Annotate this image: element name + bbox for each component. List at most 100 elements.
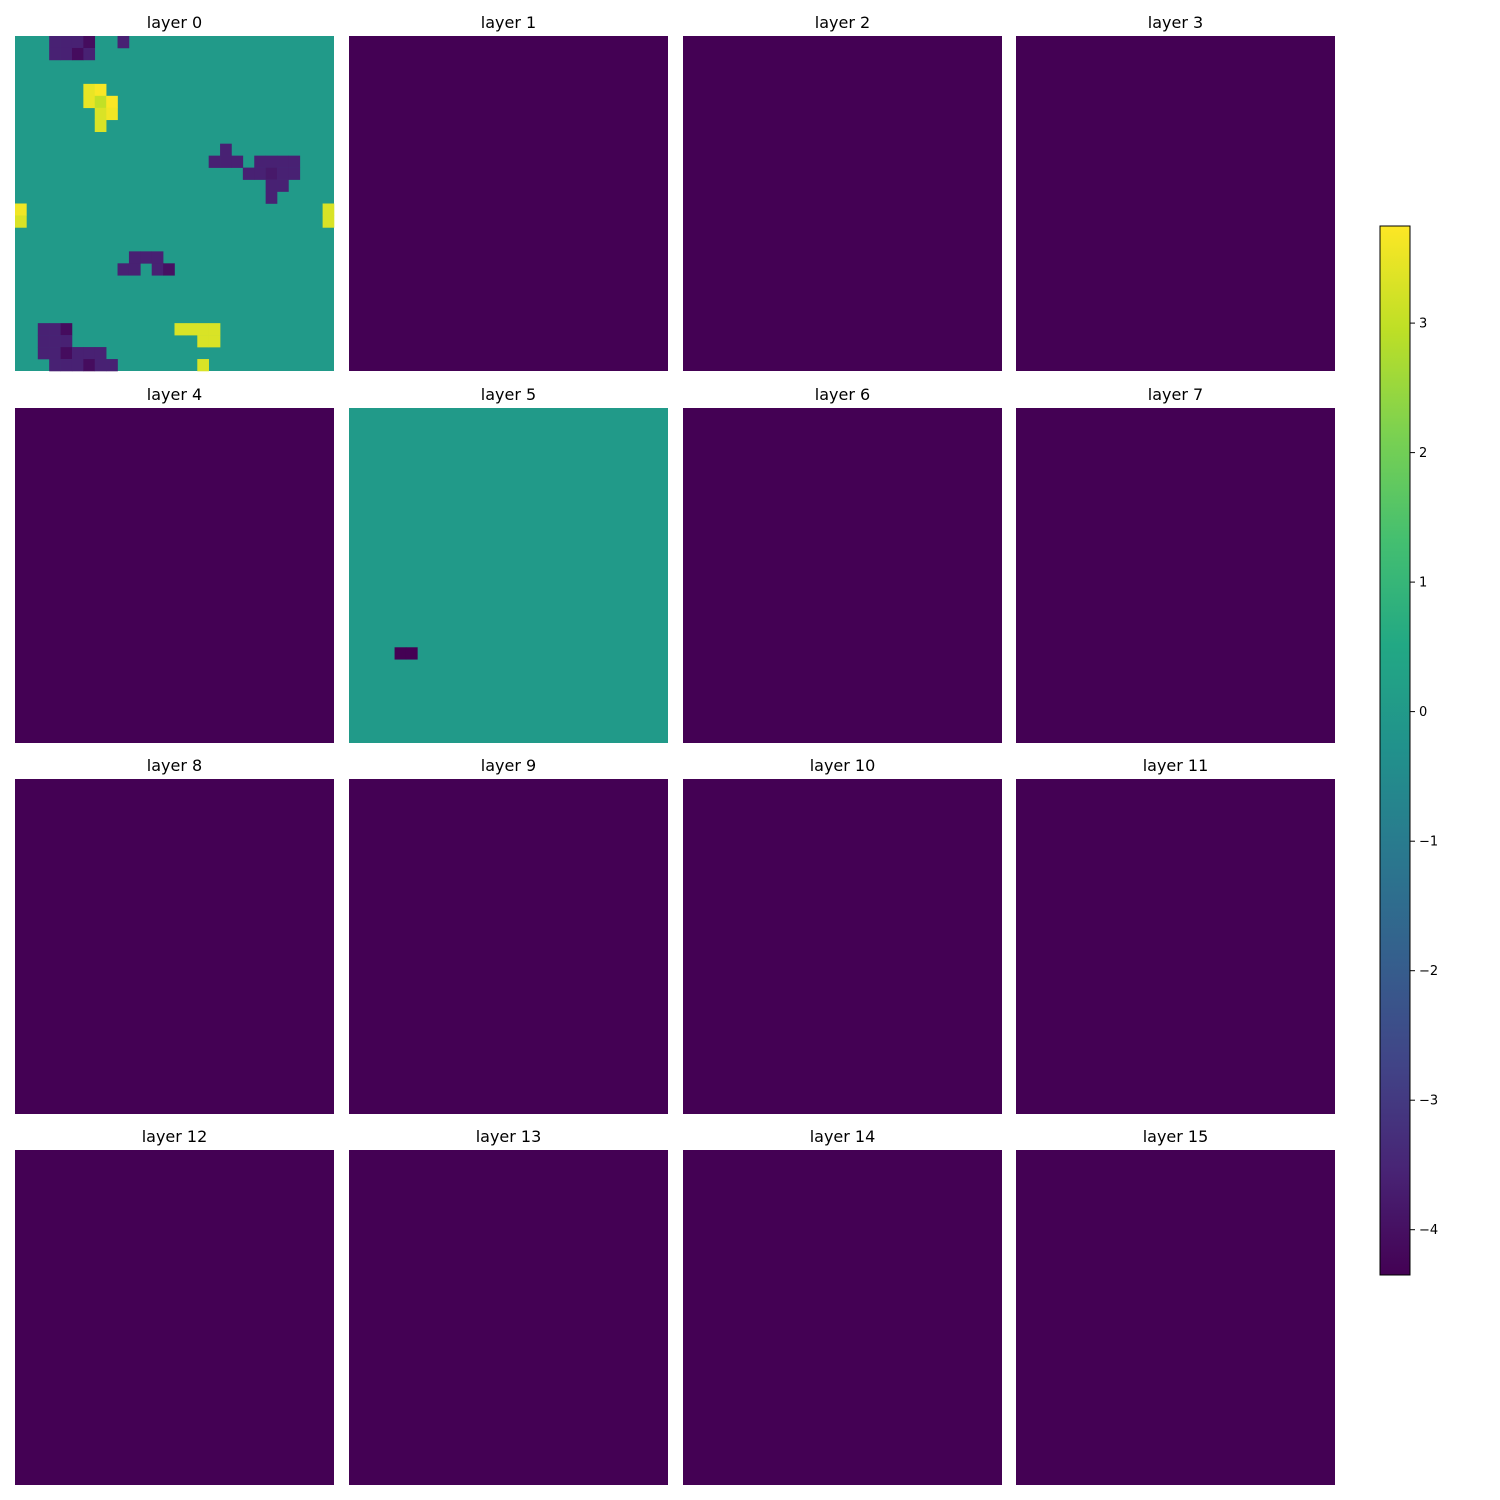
heatmap-cell xyxy=(83,347,96,360)
heatmap-cell xyxy=(60,347,73,360)
heatmap-cell xyxy=(265,191,278,204)
heatmap-background xyxy=(349,36,668,371)
heatmap-background xyxy=(683,408,1002,743)
panel-title: layer 9 xyxy=(481,756,536,775)
heatmap-cell xyxy=(220,155,232,168)
heatmap-cell xyxy=(322,215,335,228)
heatmap-background xyxy=(15,1150,334,1485)
colorbar-tick-label: 0 xyxy=(1419,705,1427,720)
heatmap-panel: layer 3 xyxy=(1016,13,1335,371)
heatmap-cell xyxy=(106,95,118,109)
heatmap-background xyxy=(683,1150,1002,1485)
heatmap-panel: layer 9 xyxy=(349,756,668,1114)
colorbar-gradient xyxy=(1379,225,1411,1276)
heatmap-cell xyxy=(106,107,118,121)
heatmap-cell xyxy=(163,263,175,276)
heatmap-panel: layer 5 xyxy=(349,385,668,743)
heatmap-cell xyxy=(185,323,198,336)
heatmap-background xyxy=(683,36,1002,371)
heatmap-cell xyxy=(151,251,164,264)
heatmap-background xyxy=(1016,408,1335,743)
heatmap-cell xyxy=(254,167,266,180)
heatmap-cell xyxy=(140,251,153,264)
heatmap-cell xyxy=(94,119,107,133)
heatmap-panel: layer 1 xyxy=(349,13,668,371)
heatmap-background xyxy=(15,36,334,371)
panel-title: layer 13 xyxy=(476,1127,542,1146)
heatmap-panel: layer 4 xyxy=(15,385,334,743)
heatmap-panel: layer 13 xyxy=(349,1127,668,1485)
heatmap-cell xyxy=(49,359,61,372)
heatmap-cell xyxy=(37,335,50,348)
heatmap-cell xyxy=(117,36,130,49)
heatmap-cell xyxy=(277,155,289,168)
heatmap-cell xyxy=(288,155,301,168)
heatmap-cell xyxy=(197,359,209,372)
heatmap-cell xyxy=(49,347,61,360)
heatmap-panel: layer 10 xyxy=(683,756,1002,1114)
heatmap-cell xyxy=(83,359,96,372)
heatmap-cell xyxy=(242,167,255,180)
heatmap-panel: layer 6 xyxy=(683,385,1002,743)
heatmap-cell xyxy=(49,335,61,348)
panel-title: layer 11 xyxy=(1143,756,1209,775)
colorbar-tick-label: −3 xyxy=(1419,1094,1438,1109)
heatmap-cell xyxy=(49,47,61,61)
colorbar-tick-label: −1 xyxy=(1419,835,1438,850)
heatmap-background xyxy=(349,408,668,743)
heatmap-cell xyxy=(288,167,301,180)
heatmap-panel: layer 12 xyxy=(15,1127,334,1485)
heatmap-panel: layer 14 xyxy=(683,1127,1002,1485)
heatmap-cell xyxy=(60,36,73,49)
heatmap-cell xyxy=(37,323,50,336)
heatmap-cell xyxy=(83,36,96,49)
heatmap-cell xyxy=(106,359,118,372)
heatmap-cell xyxy=(49,36,61,49)
heatmap-background xyxy=(1016,1150,1335,1485)
heatmap-cell xyxy=(15,215,27,228)
heatmap-panel: layer 11 xyxy=(1016,756,1335,1114)
heatmap-cell xyxy=(128,251,141,264)
heatmap-cell xyxy=(208,335,221,348)
heatmap-cell xyxy=(71,347,84,360)
heatmap-cell xyxy=(83,83,96,97)
heatmap-background xyxy=(15,408,334,743)
panel-title: layer 14 xyxy=(810,1127,876,1146)
heatmap-background xyxy=(349,779,668,1114)
heatmap-cell xyxy=(71,36,84,49)
heatmap-cell xyxy=(265,155,278,168)
panel-title: layer 8 xyxy=(147,756,202,775)
heatmap-cell xyxy=(254,155,266,168)
heatmap-cell xyxy=(117,263,130,276)
heatmap-cell xyxy=(197,335,209,348)
heatmap-cell xyxy=(94,347,107,360)
heatmap-cell xyxy=(15,203,27,216)
panel-title: layer 15 xyxy=(1143,1127,1209,1146)
heatmap-cell xyxy=(208,155,221,168)
colorbar: 3 2 1 0 −1 −2 −3 −4 xyxy=(1379,225,1438,1276)
heatmap-cell xyxy=(83,95,96,109)
heatmap-panel: layer 7 xyxy=(1016,385,1335,743)
heatmap-cell xyxy=(174,323,187,336)
panel-title: layer 1 xyxy=(481,13,536,32)
heatmap-cell xyxy=(60,359,73,372)
heatmap-background xyxy=(15,779,334,1114)
colorbar-tick-label: 1 xyxy=(1419,576,1427,591)
heatmap-background xyxy=(1016,36,1335,371)
heatmap-cell xyxy=(94,359,107,372)
heatmap-cell xyxy=(37,347,50,360)
heatmap-cell xyxy=(49,323,61,336)
heatmap-cell xyxy=(220,143,232,156)
panel-title: layer 3 xyxy=(1148,13,1203,32)
heatmap-cell xyxy=(265,167,278,180)
heatmap-panel: layer 8 xyxy=(15,756,334,1114)
heatmap-cell xyxy=(128,263,141,276)
heatmap-cell xyxy=(94,83,107,97)
heatmap-cell xyxy=(277,179,289,192)
heatmap-cell xyxy=(71,47,84,61)
heatmap-cell xyxy=(394,647,407,660)
heatmap-panel: layer 15 xyxy=(1016,1127,1335,1485)
panel-title: layer 10 xyxy=(810,756,876,775)
heatmap-cell xyxy=(151,263,164,276)
